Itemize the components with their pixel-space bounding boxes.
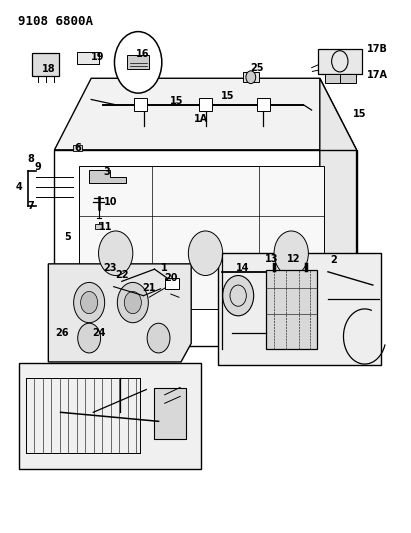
Polygon shape bbox=[55, 78, 356, 150]
Circle shape bbox=[117, 282, 148, 322]
Text: 3: 3 bbox=[103, 167, 110, 177]
Circle shape bbox=[274, 231, 308, 276]
Polygon shape bbox=[48, 264, 191, 362]
Text: 9: 9 bbox=[35, 162, 42, 172]
Bar bbox=[127, 55, 149, 69]
Bar bbox=[32, 53, 58, 76]
Text: 20: 20 bbox=[164, 273, 178, 283]
Circle shape bbox=[74, 282, 105, 322]
Text: 12: 12 bbox=[286, 254, 300, 263]
Text: 19: 19 bbox=[90, 52, 104, 62]
Text: 11: 11 bbox=[99, 222, 112, 232]
Text: 23: 23 bbox=[103, 263, 116, 272]
Text: 2: 2 bbox=[331, 255, 337, 265]
Bar bbox=[95, 224, 102, 229]
Text: 15: 15 bbox=[353, 109, 367, 119]
Bar bbox=[325, 74, 356, 83]
Text: 15: 15 bbox=[221, 91, 235, 101]
Text: 16: 16 bbox=[136, 50, 149, 59]
Circle shape bbox=[147, 323, 170, 353]
Bar bbox=[134, 99, 147, 111]
Text: 5: 5 bbox=[64, 232, 71, 243]
Circle shape bbox=[124, 292, 141, 313]
Text: 22: 22 bbox=[115, 270, 129, 280]
Bar bbox=[318, 49, 362, 74]
Polygon shape bbox=[320, 78, 356, 346]
Text: 18: 18 bbox=[42, 64, 55, 74]
Text: 1: 1 bbox=[160, 263, 167, 272]
Bar bbox=[79, 166, 324, 309]
Text: 1A: 1A bbox=[194, 114, 208, 124]
Bar bbox=[155, 389, 186, 439]
Circle shape bbox=[246, 71, 256, 84]
Circle shape bbox=[99, 231, 133, 276]
Text: 13: 13 bbox=[265, 254, 278, 263]
Bar bbox=[199, 99, 212, 111]
Bar bbox=[243, 72, 259, 82]
Text: 21: 21 bbox=[143, 282, 156, 293]
Circle shape bbox=[115, 31, 162, 93]
Circle shape bbox=[81, 292, 98, 313]
Text: 24: 24 bbox=[92, 328, 105, 338]
Polygon shape bbox=[218, 253, 381, 365]
Text: 4: 4 bbox=[15, 182, 22, 192]
Text: 17A: 17A bbox=[367, 70, 388, 79]
Text: 15: 15 bbox=[170, 96, 184, 106]
Text: 9108 6800A: 9108 6800A bbox=[18, 14, 93, 28]
Text: 26: 26 bbox=[55, 328, 69, 338]
Bar bbox=[256, 99, 270, 111]
Text: 10: 10 bbox=[104, 197, 118, 207]
Text: 14: 14 bbox=[236, 263, 249, 272]
Circle shape bbox=[223, 276, 254, 316]
Text: 8: 8 bbox=[28, 155, 34, 164]
Circle shape bbox=[188, 231, 223, 276]
Text: 6: 6 bbox=[75, 143, 81, 154]
Text: 7: 7 bbox=[28, 200, 34, 211]
Bar bbox=[266, 270, 317, 349]
Bar bbox=[77, 52, 99, 64]
Bar bbox=[73, 144, 82, 151]
Bar bbox=[166, 278, 178, 289]
Text: 17B: 17B bbox=[367, 44, 388, 54]
Polygon shape bbox=[89, 170, 126, 183]
Polygon shape bbox=[18, 363, 201, 469]
Circle shape bbox=[78, 323, 101, 353]
Text: 25: 25 bbox=[250, 63, 263, 72]
